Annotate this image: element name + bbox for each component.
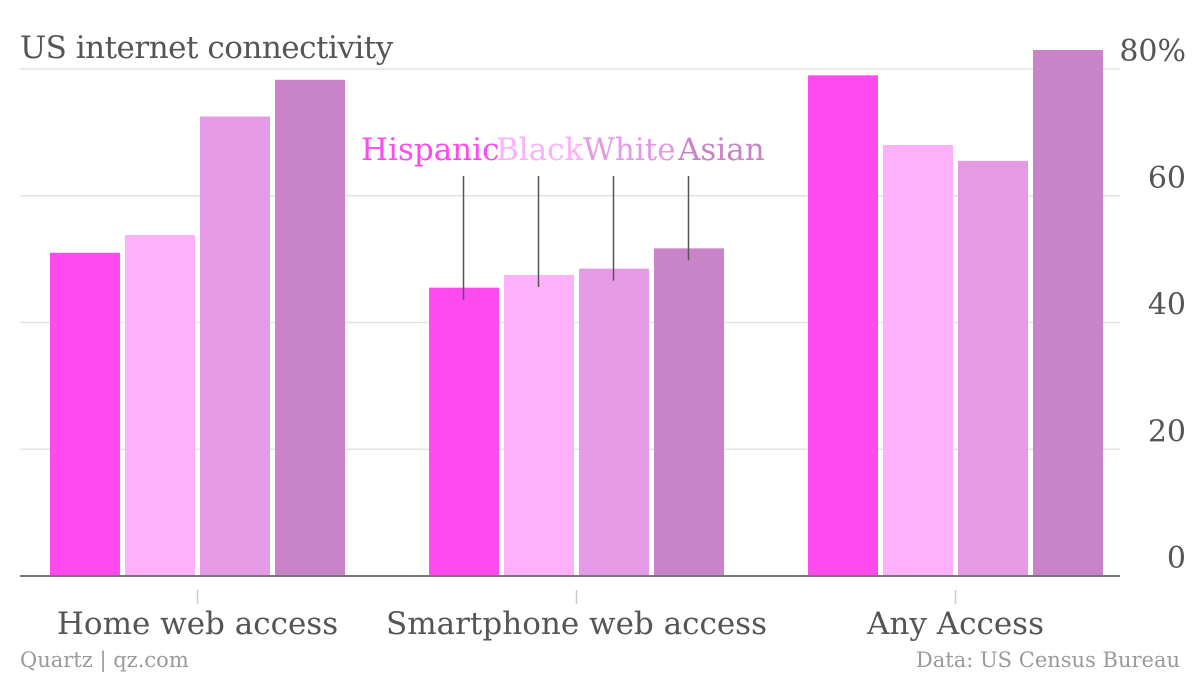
x-tick-label: Any Access xyxy=(866,606,1044,642)
x-tick-labels: Home web access Smartphone web access Any … xyxy=(57,606,1044,642)
legend-item-white: White xyxy=(583,132,676,168)
y-tick-label: 80% xyxy=(1119,34,1186,69)
legend-item-black: Black xyxy=(496,132,584,168)
bar-black xyxy=(125,235,195,577)
legend-item-asian: Asian xyxy=(677,132,765,168)
bars xyxy=(50,49,1103,577)
x-tick-label: Smartphone web access xyxy=(386,606,767,642)
y-tick-label: 40 xyxy=(1148,288,1186,323)
bar-black xyxy=(504,274,574,576)
bar-white xyxy=(200,116,270,576)
footer-source-brand: Quartz | qz.com xyxy=(20,648,189,672)
bar-hispanic xyxy=(808,75,878,577)
y-tick-labels: 0 20 40 60 80% xyxy=(1119,34,1186,576)
x-tick-label: Home web access xyxy=(57,606,338,642)
footer-data-credit: Data: US Census Bureau xyxy=(915,648,1180,672)
y-tick-label: 0 xyxy=(1167,541,1186,576)
bar-asian xyxy=(275,79,345,577)
bar-hispanic xyxy=(50,252,120,576)
y-tick-label: 20 xyxy=(1148,414,1186,449)
bar-hispanic xyxy=(429,287,499,576)
legend-item-hispanic: Hispanic xyxy=(361,132,499,168)
legend-leader-lines xyxy=(462,176,690,300)
x-axis xyxy=(20,575,1120,604)
bar-black xyxy=(883,145,953,577)
y-tick-label: 60 xyxy=(1148,161,1186,196)
bar-asian xyxy=(654,248,724,576)
bar-white xyxy=(958,160,1028,577)
bar-asian xyxy=(1033,49,1103,577)
chart-title: US internet connectivity xyxy=(20,30,393,66)
bar-white xyxy=(579,268,649,576)
